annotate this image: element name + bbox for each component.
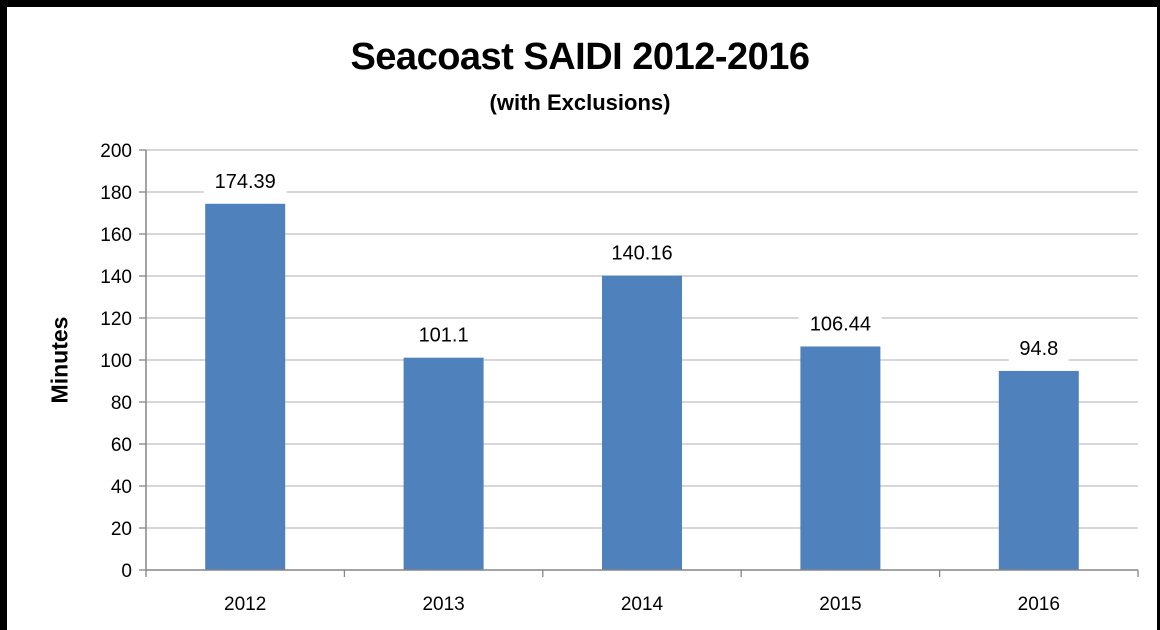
data-label-2013: 101.1 — [419, 325, 469, 347]
y-tick-label: 40 — [111, 477, 132, 498]
y-tick-label: 180 — [100, 183, 132, 204]
y-tick-label: 140 — [100, 267, 132, 288]
data-label-background — [1008, 333, 1069, 362]
bars — [205, 203, 1079, 570]
chart-title: Seacoast SAIDI 2012-2016 — [350, 36, 810, 78]
x-tick-label-2013: 2013 — [422, 594, 464, 615]
bar-2014 — [602, 275, 682, 570]
data-label-background — [600, 238, 684, 267]
x-tick-label-2012: 2012 — [224, 594, 266, 615]
y-tick-label: 200 — [100, 141, 132, 162]
y-tick-label: 0 — [121, 561, 132, 582]
labels: 0 20 40 60 80 100 120 140 160 180 200 174.39 2012 101… — [100, 141, 1069, 615]
x-tick-label-2015: 2015 — [819, 594, 861, 615]
bar-2015 — [800, 346, 881, 570]
data-label-2012: 174.39 — [215, 171, 276, 193]
data-label-2015: 106.44 — [810, 313, 871, 335]
data-label-background — [203, 166, 287, 195]
data-label-2016: 94.8 — [1019, 338, 1058, 360]
y-tick-label: 100 — [100, 351, 132, 372]
chart-subtitle: (with Exclusions) — [489, 90, 671, 115]
y-tick-label: 120 — [100, 309, 132, 330]
data-label-background — [407, 320, 480, 349]
y-tick-label: 160 — [100, 225, 132, 246]
data-label-background — [798, 309, 882, 338]
bar-2016 — [998, 370, 1079, 570]
bar-2013 — [403, 357, 484, 570]
bar-2012 — [205, 203, 286, 570]
x-tick-label-2016: 2016 — [1018, 594, 1060, 615]
y-tick-label: 60 — [111, 435, 132, 456]
x-tick-label-2014: 2014 — [621, 594, 664, 615]
y-tick-label: 80 — [111, 393, 132, 414]
data-label-2014: 140.16 — [611, 243, 672, 265]
y-tick-label: 20 — [111, 519, 132, 540]
axes — [139, 149, 1139, 577]
